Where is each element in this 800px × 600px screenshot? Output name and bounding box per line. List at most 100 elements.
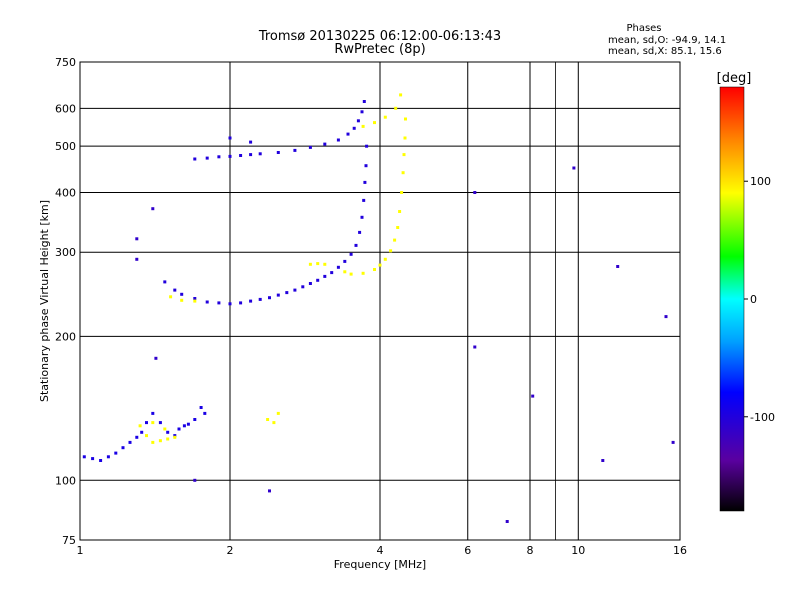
x-tick-label: 6 <box>464 544 471 557</box>
data-point <box>138 424 142 428</box>
data-point <box>145 434 148 438</box>
data-point <box>394 106 398 110</box>
data-point <box>193 418 197 421</box>
colorbar-ticks: 100 0 -100 <box>744 175 775 424</box>
data-point <box>193 297 197 300</box>
data-point <box>266 418 270 421</box>
data-point <box>91 457 95 461</box>
data-point <box>228 136 232 140</box>
x-tick-label: 10 <box>571 544 585 557</box>
data-point <box>293 148 297 152</box>
data-point <box>330 271 334 275</box>
data-point <box>301 285 305 289</box>
data-point <box>362 100 366 103</box>
data-point <box>199 406 203 409</box>
data-point <box>349 272 353 276</box>
data-point <box>401 171 405 175</box>
data-point <box>239 154 243 157</box>
data-point <box>323 274 327 278</box>
y-axis-label: Stationary phase Virtual Height [km] <box>38 200 51 402</box>
data-point <box>365 144 369 148</box>
data-point <box>135 435 139 439</box>
y-tick-label: 750 <box>55 56 76 69</box>
data-point <box>173 434 177 438</box>
data-point <box>316 278 320 282</box>
data-point <box>182 424 186 428</box>
data-point <box>293 288 297 292</box>
data-point <box>473 345 477 349</box>
data-point <box>151 411 155 415</box>
data-point <box>173 288 177 292</box>
data-point <box>258 152 262 156</box>
data-point <box>358 230 362 234</box>
colorbar-tick-label: 100 <box>750 175 771 188</box>
data-point <box>356 119 360 123</box>
y-tick-label: 500 <box>55 140 76 153</box>
data-point <box>343 270 347 274</box>
y-tick-label: 100 <box>55 474 76 487</box>
data-point <box>154 356 158 360</box>
data-point <box>346 132 350 136</box>
data-point <box>177 427 181 431</box>
axis-ticks: 1 2 4 6 8 10 16 75 100 200 300 400 500 600 750 <box>55 56 687 557</box>
data-point <box>268 489 271 493</box>
x-axis-label: Frequency [MHz] <box>334 558 426 571</box>
data-point <box>151 421 155 425</box>
data-point <box>308 145 312 149</box>
colorbar-label: [deg] <box>717 71 752 86</box>
data-point <box>114 451 118 455</box>
data-point <box>473 191 477 194</box>
data-point <box>203 411 207 415</box>
data-point <box>173 435 177 439</box>
data-point <box>383 257 387 261</box>
data-point <box>193 157 197 161</box>
data-point <box>360 110 364 114</box>
data-point <box>205 300 209 304</box>
data-point <box>352 126 356 130</box>
data-point <box>531 394 535 398</box>
data-point <box>393 238 397 242</box>
data-point <box>364 164 368 168</box>
data-point <box>671 440 675 444</box>
x-tick-label: 16 <box>673 544 687 557</box>
data-point <box>398 210 402 213</box>
y-tick-label: 400 <box>55 186 76 199</box>
data-point <box>572 166 576 170</box>
data-point <box>140 430 144 434</box>
data-point <box>383 115 387 119</box>
data-points <box>82 93 675 523</box>
data-point <box>361 124 365 128</box>
data-point <box>193 478 197 482</box>
data-point <box>378 263 382 267</box>
colorbar-tick-label: -100 <box>750 411 775 424</box>
data-point <box>354 243 358 247</box>
data-point <box>601 459 605 462</box>
data-point <box>361 271 365 275</box>
data-point <box>373 121 376 125</box>
data-point <box>360 215 364 219</box>
data-point <box>268 296 271 300</box>
data-point <box>308 262 312 266</box>
data-point <box>180 298 184 302</box>
data-point <box>169 295 173 299</box>
data-point <box>151 207 155 211</box>
data-point <box>404 117 407 121</box>
data-point <box>121 446 125 450</box>
colorbar-tick-label: 0 <box>750 293 757 306</box>
data-point <box>285 291 289 295</box>
data-point <box>158 421 162 425</box>
data-point <box>336 265 340 269</box>
data-point <box>308 282 312 285</box>
data-point <box>249 140 253 144</box>
data-point <box>239 301 243 305</box>
data-point <box>193 299 197 303</box>
data-point <box>151 440 155 444</box>
data-point <box>166 430 170 434</box>
data-point <box>363 180 367 184</box>
data-point <box>135 237 139 241</box>
stats-line-o: mean, sd,O: -94.9, 14.1 <box>608 35 726 46</box>
data-point <box>343 259 347 263</box>
y-tick-label: 75 <box>62 534 76 547</box>
y-tick-label: 600 <box>55 102 76 115</box>
